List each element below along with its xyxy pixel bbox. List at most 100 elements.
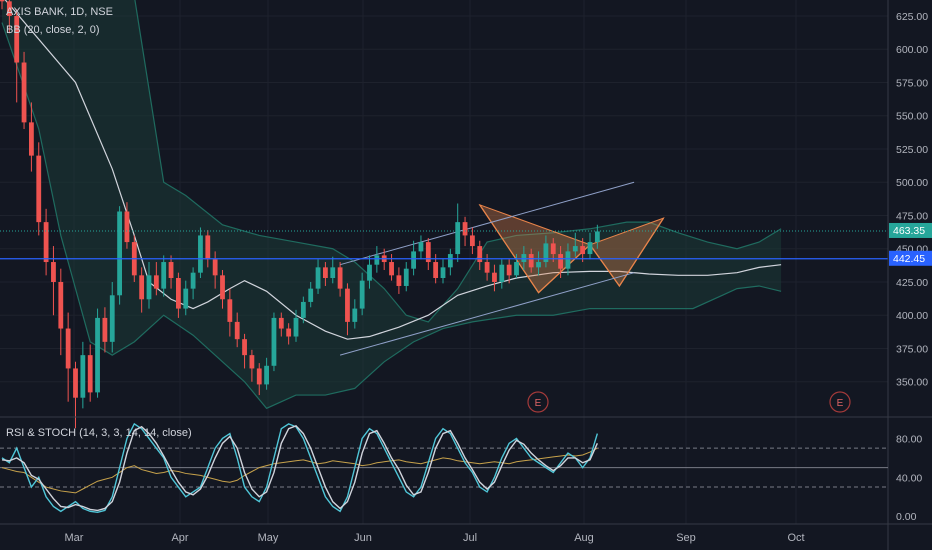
candle-body	[139, 275, 145, 300]
price-axis-tick: 525.00	[896, 144, 928, 156]
candle-body	[580, 246, 586, 255]
candle-body	[455, 222, 461, 255]
candle-body	[345, 288, 350, 322]
oscillator-legend[interactable]: RSI & STOCH (14, 3, 3, 14, 14, close)	[6, 427, 192, 439]
earnings-marker-label: E	[535, 398, 542, 409]
candle-body	[352, 308, 358, 322]
candle-body	[220, 275, 225, 300]
candle-body	[374, 255, 380, 265]
time-axis-label: Apr	[171, 532, 188, 544]
candle-body	[514, 262, 519, 276]
oscillator-axis-tick: 80.00	[896, 433, 922, 445]
symbol-title: AXIS BANK, 1D, NSE	[6, 6, 113, 18]
candle-body	[440, 267, 446, 278]
candle-body	[528, 254, 534, 268]
candle-body	[256, 368, 262, 385]
candle-body	[359, 280, 365, 309]
candle-body	[109, 295, 115, 342]
candle-body	[572, 246, 578, 252]
price-axis-tick: 475.00	[896, 210, 928, 222]
oscillator-axis-tick: 0.00	[896, 511, 917, 523]
horizontal-line-price-label: 442.45	[893, 252, 926, 265]
price-axis-tick: 375.00	[896, 343, 928, 355]
candle-body	[29, 122, 34, 156]
candle-body	[492, 272, 497, 282]
candle-body	[249, 355, 255, 369]
current-price-label: 463.35	[893, 224, 926, 237]
price-axis-tick: 600.00	[896, 44, 928, 56]
time-axis-label: May	[258, 532, 279, 544]
candle-body	[536, 262, 541, 268]
bb-indicator-legend[interactable]: BB (20, close, 2, 0)	[6, 24, 100, 36]
candle-body	[198, 235, 203, 273]
candle-body	[300, 301, 306, 318]
time-axis-label: Oct	[787, 532, 804, 544]
candle-body	[161, 262, 167, 289]
candle-body	[543, 243, 549, 263]
channel-upper-line	[339, 181, 635, 266]
candle-body	[418, 242, 424, 252]
channel-lower-line	[339, 272, 635, 356]
candle-body	[278, 317, 284, 329]
horizontal-line-price-label-bg	[889, 250, 932, 266]
stoch-k-line	[1, 422, 599, 514]
candle-body	[190, 272, 196, 289]
candle-body	[389, 262, 394, 276]
candle-body	[330, 267, 336, 278]
candle-body	[587, 242, 593, 255]
candle-body	[271, 317, 277, 366]
current-price-label-bg	[889, 222, 932, 238]
candle-body	[315, 267, 321, 289]
earnings-marker-label: E	[837, 398, 844, 409]
candle-body	[433, 262, 439, 278]
candle-body	[293, 317, 299, 337]
candle-body	[124, 211, 130, 243]
time-axis-label: Aug	[574, 532, 594, 544]
price-axis-tick: 550.00	[896, 111, 928, 123]
price-axis-tick: 625.00	[896, 11, 928, 23]
earnings-marker	[829, 391, 851, 413]
price-axis-tick: 500.00	[896, 177, 928, 189]
candle-body	[6, 1, 12, 16]
candle-body	[558, 254, 563, 269]
candle-body	[212, 259, 218, 276]
candle-body	[565, 251, 571, 269]
candle-body	[36, 155, 42, 223]
candle-body	[117, 211, 122, 296]
candle-body	[411, 251, 416, 269]
candle-body	[73, 368, 78, 398]
candle-body	[176, 277, 181, 309]
bb-lower-band	[1, 22, 782, 410]
candle-body	[506, 264, 512, 276]
time-axis-label: Jun	[354, 532, 372, 544]
bb-fill-area	[2, 0, 782, 409]
candle-body	[87, 355, 93, 393]
candle-body	[286, 328, 292, 337]
candle-body	[205, 235, 211, 260]
candle-body	[425, 242, 431, 263]
stoch-d-line	[1, 424, 598, 512]
price-axis-tick: 425.00	[896, 277, 928, 289]
candle-body	[367, 264, 372, 281]
candle-body	[264, 365, 269, 385]
candle-body	[0, 0, 5, 2]
candle-body	[403, 268, 409, 286]
rsi-line	[1, 447, 598, 494]
candle-body	[477, 246, 483, 263]
candle-body	[396, 275, 402, 286]
candle-body	[462, 222, 468, 236]
candle-body	[227, 299, 233, 322]
candle-body	[168, 262, 174, 278]
price-axis-tick: 400.00	[896, 310, 928, 322]
candle-body	[521, 254, 527, 263]
candle-body	[102, 317, 108, 342]
candle-body	[550, 243, 556, 255]
candle-body	[234, 321, 240, 340]
candle-body	[51, 262, 56, 282]
candle-body	[594, 231, 600, 243]
candle-body	[447, 254, 453, 268]
time-axis-label: Sep	[676, 532, 696, 544]
time-axis-label: Mar	[65, 532, 84, 544]
candle-body	[308, 288, 314, 302]
